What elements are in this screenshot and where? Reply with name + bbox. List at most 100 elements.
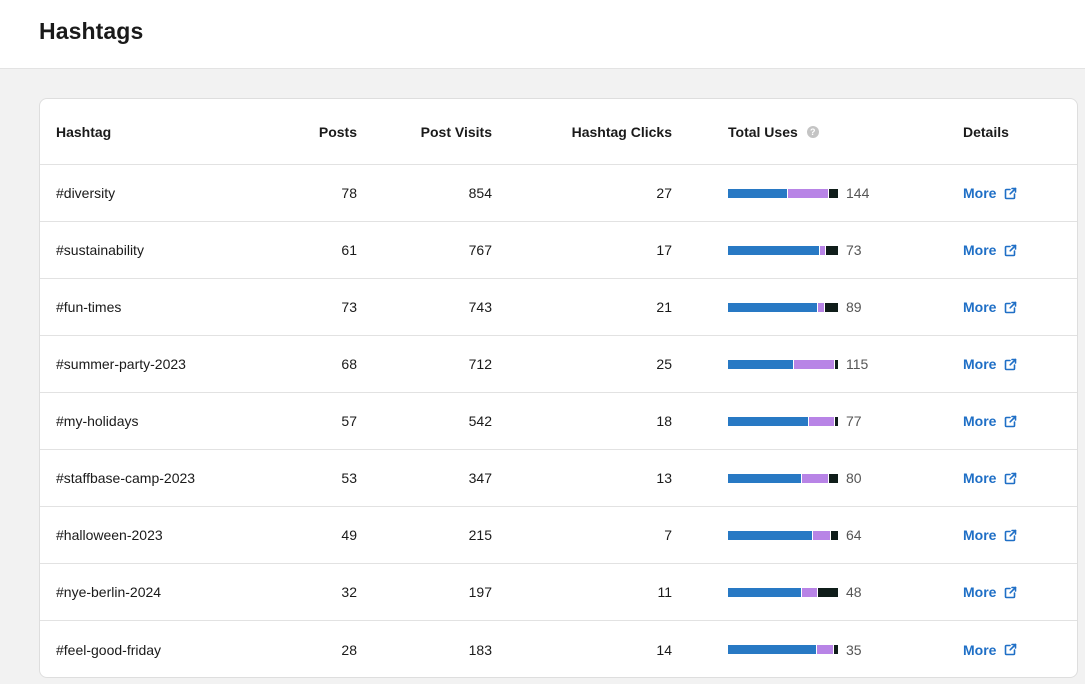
hashtag-clicks-cell: 7 xyxy=(664,527,672,543)
total-uses-value: 115 xyxy=(846,356,869,372)
column-header-hashtag[interactable]: Hashtag xyxy=(56,123,112,140)
usage-bar-segment-secondary xyxy=(817,302,824,312)
usage-bar xyxy=(728,530,838,540)
total-uses-value: 77 xyxy=(846,413,862,429)
table-row: #diversity 78 854 27 144 More xyxy=(40,165,1077,222)
total-uses-cell: 77 xyxy=(728,393,928,449)
more-link[interactable]: More xyxy=(963,356,1017,372)
more-link-label: More xyxy=(963,584,997,600)
more-link[interactable]: More xyxy=(963,242,1017,258)
usage-bar-segment-tertiary xyxy=(817,587,838,597)
hashtag-cell: #sustainability xyxy=(56,242,144,258)
details-cell: More xyxy=(963,621,1063,677)
usage-bar-segment-primary xyxy=(728,473,801,483)
posts-cell: 32 xyxy=(341,584,357,600)
table-row: #halloween-2023 49 215 7 64 More xyxy=(40,507,1077,564)
external-link-icon xyxy=(1004,472,1017,485)
details-cell: More xyxy=(963,564,1063,620)
table-row: #staffbase-camp-2023 53 347 13 80 More xyxy=(40,450,1077,507)
usage-bar xyxy=(728,359,838,369)
post-visits-cell: 542 xyxy=(468,413,492,429)
details-cell: More xyxy=(963,393,1063,449)
total-uses-value: 73 xyxy=(846,242,862,258)
usage-bar-segment-secondary xyxy=(800,473,829,483)
more-link-label: More xyxy=(963,299,997,315)
page-header: Hashtags xyxy=(0,0,1085,69)
details-cell: More xyxy=(963,450,1063,506)
usage-bar-segment-primary xyxy=(728,302,818,312)
help-icon[interactable]: ? xyxy=(806,125,819,138)
usage-bar-segment-tertiary xyxy=(824,245,838,255)
total-uses-cell: 73 xyxy=(728,222,928,278)
more-link[interactable]: More xyxy=(963,185,1017,201)
post-visits-cell: 743 xyxy=(468,299,492,315)
usage-bar-segment-primary xyxy=(728,359,793,369)
post-visits-cell: 215 xyxy=(468,527,492,543)
hashtag-clicks-cell: 25 xyxy=(656,356,672,372)
posts-cell: 68 xyxy=(341,356,357,372)
table-row: #feel-good-friday 28 183 14 35 More xyxy=(40,621,1077,677)
external-link-icon xyxy=(1004,244,1017,257)
total-uses-cell: 64 xyxy=(728,507,928,563)
usage-bar-segment-tertiary xyxy=(833,416,838,426)
usage-bar-segment-secondary xyxy=(787,188,829,198)
usage-bar-segment-primary xyxy=(728,645,816,654)
posts-cell: 78 xyxy=(341,185,357,201)
usage-bar-segment-secondary xyxy=(792,359,834,369)
more-link[interactable]: More xyxy=(963,299,1017,315)
column-header-posts[interactable]: Posts xyxy=(318,123,357,140)
external-link-icon xyxy=(1004,415,1017,428)
usage-bar xyxy=(728,645,838,654)
posts-cell: 73 xyxy=(341,299,357,315)
total-uses-cell: 89 xyxy=(728,279,928,335)
hashtag-cell: #feel-good-friday xyxy=(56,641,162,658)
more-link-label: More xyxy=(963,185,997,201)
more-link[interactable]: More xyxy=(963,470,1017,486)
total-uses-cell: 144 xyxy=(728,165,928,221)
details-cell: More xyxy=(963,222,1063,278)
total-uses-value: 64 xyxy=(846,527,862,543)
hashtag-cell: #diversity xyxy=(56,185,116,201)
total-uses-value: 89 xyxy=(846,299,862,315)
usage-bar xyxy=(728,245,838,255)
posts-cell: 61 xyxy=(341,242,357,258)
column-header-total-uses[interactable]: Total Uses ? xyxy=(728,99,928,164)
column-header-total-uses-label: Total Uses xyxy=(728,123,798,140)
usage-bar-segment-tertiary xyxy=(830,530,838,540)
table-row: #summer-party-2023 68 712 25 115 More xyxy=(40,336,1077,393)
hashtag-clicks-cell: 27 xyxy=(656,185,672,201)
post-visits-cell: 183 xyxy=(468,641,492,658)
usage-bar xyxy=(728,473,838,483)
usage-bar xyxy=(728,188,838,198)
usage-bar-segment-primary xyxy=(728,245,820,255)
column-header-post-visits[interactable]: Post Visits xyxy=(420,123,492,140)
more-link[interactable]: More xyxy=(963,584,1017,600)
column-header-hashtag-clicks[interactable]: Hashtag Clicks xyxy=(571,123,672,140)
posts-cell: 57 xyxy=(341,413,357,429)
more-link[interactable]: More xyxy=(963,527,1017,543)
hashtags-table: Hashtag Posts Post Visits Hashtag Clicks… xyxy=(39,98,1078,678)
table-row: #nye-berlin-2024 32 197 11 48 More xyxy=(40,564,1077,621)
more-link[interactable]: More xyxy=(963,413,1017,429)
table-row: #sustainability 61 767 17 73 More xyxy=(40,222,1077,279)
total-uses-cell: 35 xyxy=(728,621,928,677)
hashtag-cell: #nye-berlin-2024 xyxy=(56,584,162,600)
details-cell: More xyxy=(963,279,1063,335)
usage-bar xyxy=(728,302,838,312)
posts-cell: 28 xyxy=(341,641,357,658)
post-visits-cell: 197 xyxy=(468,584,492,600)
usage-bar-segment-secondary xyxy=(800,587,818,597)
usage-bar-segment-primary xyxy=(728,530,812,540)
more-link[interactable]: More xyxy=(963,642,1017,658)
external-link-icon xyxy=(1004,301,1017,314)
more-link-label: More xyxy=(963,356,997,372)
total-uses-cell: 48 xyxy=(728,564,928,620)
hashtag-clicks-cell: 11 xyxy=(657,584,672,600)
usage-bar-segment-primary xyxy=(728,416,809,426)
table-row: #fun-times 73 743 21 89 More xyxy=(40,279,1077,336)
external-link-icon xyxy=(1004,529,1017,542)
hashtag-clicks-cell: 17 xyxy=(656,242,672,258)
posts-cell: 49 xyxy=(341,527,357,543)
post-visits-cell: 347 xyxy=(468,470,492,486)
details-cell: More xyxy=(963,165,1063,221)
